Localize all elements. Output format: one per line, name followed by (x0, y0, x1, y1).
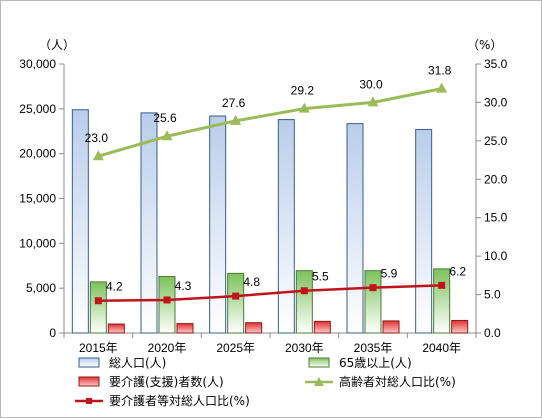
category-label: 2030年 (285, 341, 324, 355)
bar-series-2 (107, 323, 125, 334)
right-tick-label: 20.0 (484, 172, 508, 186)
left-tick-label: 5,000 (26, 281, 56, 295)
data-label: 25.6 (153, 111, 177, 125)
data-label: 27.6 (222, 96, 246, 110)
right-tick-label: 30.0 (484, 95, 508, 109)
line-point-triangle (298, 102, 310, 113)
left-tick-label: 10,000 (19, 236, 56, 250)
legend-swatch-2 (78, 376, 100, 387)
legend-label-1: 65歳以上(人) (339, 356, 412, 370)
data-label: 23.0 (85, 131, 109, 145)
bar-series-1 (158, 276, 176, 334)
bar-series-2 (382, 320, 400, 334)
line-point-square (163, 296, 171, 304)
legend-swatch-0 (78, 357, 100, 368)
data-label: 30.0 (359, 77, 383, 91)
line-point-square (94, 297, 102, 305)
data-label: 31.8 (428, 64, 452, 78)
right-tick-label: 25.0 (484, 134, 508, 148)
left-tick-label: 30,000 (19, 57, 56, 71)
category-label: 2025年 (216, 341, 255, 355)
right-tick-label: 0.0 (484, 326, 501, 340)
data-label: 5.5 (312, 270, 329, 284)
bar-series-2 (245, 322, 263, 334)
line-point-triangle (92, 150, 104, 161)
bar-series-1 (433, 268, 451, 334)
legend: 総人口(人) 65歳以上(人) 要介護(支援)者数(人) 高齢者対総人口比(%) 要介護… (75, 356, 456, 408)
data-label: 4.8 (243, 275, 260, 289)
legend-label-0: 総人口(人) (109, 356, 166, 370)
data-label: 5.9 (381, 267, 398, 281)
bar-series-1 (295, 270, 313, 334)
legend-label-2: 要介護(支援)者数(人) (109, 374, 224, 389)
line-point-square (300, 287, 308, 295)
line-series-4 (98, 284, 442, 302)
right-tick-label: 15.0 (484, 211, 508, 225)
left-axis-unit-label: （人） (39, 38, 75, 52)
line-point-square (232, 292, 240, 300)
line-point-triangle (230, 114, 242, 125)
bar-series-2 (176, 323, 194, 334)
category-label: 2035年 (354, 341, 393, 355)
line-point-triangle (367, 96, 379, 107)
bar-series-1 (89, 281, 107, 334)
line-point-square (369, 284, 377, 292)
left-tick-label: 20,000 (19, 147, 56, 161)
right-tick-label: 5.0 (484, 288, 501, 302)
right-axis-unit-label: （%） (467, 38, 502, 52)
legend-label-4: 要介護者等対総人口比(%) (109, 393, 250, 408)
bar-series-0 (346, 123, 364, 334)
bar-series-0 (415, 128, 433, 334)
category-label: 2020年 (148, 341, 187, 355)
bar-series-0 (71, 109, 89, 334)
bar-series-0 (140, 112, 158, 334)
left-tick-label: 25,000 (19, 102, 56, 116)
line-point-triangle (436, 82, 448, 93)
bar-series-1 (227, 272, 245, 334)
category-label: 2040年 (422, 341, 461, 355)
data-label: 29.2 (291, 84, 315, 98)
bar-series-2 (451, 319, 469, 334)
left-tick-label: 15,000 (19, 192, 56, 206)
legend-marker-triangle (314, 377, 324, 386)
right-tick-label: 35.0 (484, 57, 508, 71)
bar-series-0 (209, 115, 227, 334)
line-series-3 (97, 87, 442, 158)
right-tick-label: 10.0 (484, 249, 508, 263)
bar-series-2 (313, 320, 331, 334)
legend-label-3: 高齢者対総人口比(%) (339, 374, 456, 389)
data-label: 4.2 (106, 280, 123, 294)
left-tick-label: 0 (49, 326, 56, 340)
bar-series-1 (364, 270, 382, 334)
line-point-triangle (161, 130, 173, 141)
legend-swatch-1 (308, 357, 330, 368)
data-label: 6.2 (449, 264, 466, 278)
bar-series-0 (277, 119, 295, 334)
legend-marker-square (86, 398, 92, 404)
category-label: 2015年 (79, 341, 118, 355)
line-point-square (438, 281, 446, 289)
data-label: 4.3 (175, 279, 192, 293)
